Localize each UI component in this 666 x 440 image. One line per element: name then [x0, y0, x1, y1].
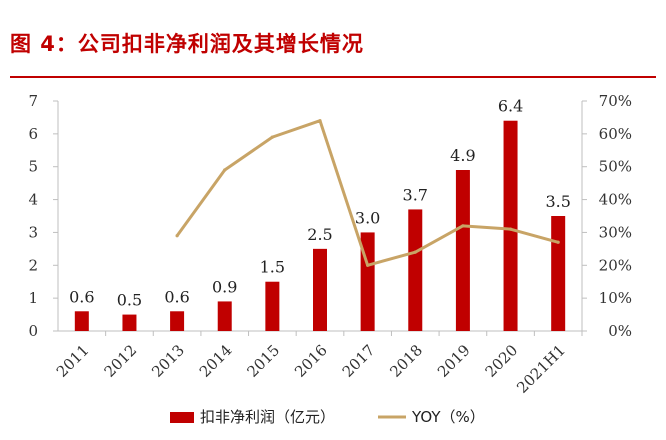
bar-value-label: 3.7: [403, 185, 428, 204]
bar-series: [74, 120, 566, 331]
bar-value-label: 0.6: [69, 287, 94, 306]
line-series: [175, 119, 560, 267]
y-right-tick-label: 10%: [599, 289, 632, 307]
bar: [122, 314, 137, 331]
legend-bar-label: 扣非净利润（亿元）: [200, 408, 335, 426]
x-tick-label: 2017: [339, 341, 379, 381]
bar-value-label: 3.0: [355, 208, 380, 227]
x-tick-label: 2018: [386, 341, 426, 381]
y-right-tick-label: 60%: [599, 125, 632, 143]
y-right-tick-label: 70%: [599, 92, 632, 110]
x-tick-label: 2016: [291, 341, 331, 381]
legend-bar-swatch: [170, 412, 194, 423]
y-right-tick-label: 30%: [599, 223, 632, 241]
bar: [217, 301, 232, 331]
bar-value-label: 1.5: [260, 258, 285, 277]
x-tick-label: 2019: [434, 341, 474, 381]
bar: [170, 311, 185, 331]
x-tick-label: 2012: [101, 341, 141, 381]
bar: [455, 170, 470, 331]
y-right-tick-label: 20%: [599, 256, 632, 274]
bar-value-label: 2.5: [307, 225, 332, 244]
y-left-tick-label: 1: [28, 289, 38, 307]
y-left-tick-label: 4: [28, 191, 38, 209]
bar-value-label: 0.9: [212, 277, 237, 296]
yoy-point: [508, 227, 513, 231]
yoy-point: [556, 240, 560, 244]
y-right-tick-label: 40%: [599, 191, 632, 209]
bar-value-label: 6.4: [498, 97, 523, 116]
x-tick-label: 2011: [53, 341, 93, 381]
yoy-point: [270, 135, 274, 139]
yoy-point: [413, 250, 417, 254]
y-left-tick-label: 2: [28, 256, 38, 274]
x-tick-label: 2015: [243, 341, 283, 381]
legend-line-label: YOY（%）: [411, 408, 485, 426]
y-left-tick-label: 5: [28, 158, 38, 176]
x-tick-label: 2021H1: [513, 341, 569, 397]
data-labels: 0.6 0.5 0.6 0.9 1.5 2.5 3.0 3.7 4.9 6.4 3.5: [69, 97, 571, 310]
bar-value-label: 0.6: [164, 287, 189, 306]
y-left-tick-label: 6: [28, 125, 38, 143]
bar-value-label: 0.5: [117, 291, 142, 310]
bar: [74, 311, 89, 331]
yoy-point: [175, 234, 179, 238]
x-tick-label: 2013: [148, 341, 188, 381]
y-left-tick-label: 0: [28, 322, 38, 340]
x-tick-label: 2014: [196, 341, 236, 381]
bar: [313, 248, 327, 331]
yoy-point: [318, 119, 322, 123]
bar: [551, 216, 566, 331]
y-right-tick-label: 50%: [599, 158, 632, 176]
y-right-tick-label: 0%: [608, 322, 632, 340]
title-rule: [10, 76, 656, 78]
legend: 扣非净利润（亿元） YOY（%）: [170, 408, 485, 426]
figure-title: 图 4：公司扣非净利润及其增长情况: [10, 32, 364, 56]
bar: [503, 120, 518, 331]
bar-value-label: 3.5: [545, 192, 570, 211]
yoy-point: [223, 168, 227, 172]
x-tick-label: 2020: [482, 341, 522, 381]
y-left-tick-label: 7: [28, 92, 38, 110]
bar-value-label: 4.9: [450, 146, 475, 165]
bar: [265, 281, 280, 331]
yoy-point: [461, 224, 465, 228]
bar: [408, 209, 423, 331]
y-left-tick-label: 3: [28, 223, 38, 241]
yoy-point: [366, 263, 370, 267]
